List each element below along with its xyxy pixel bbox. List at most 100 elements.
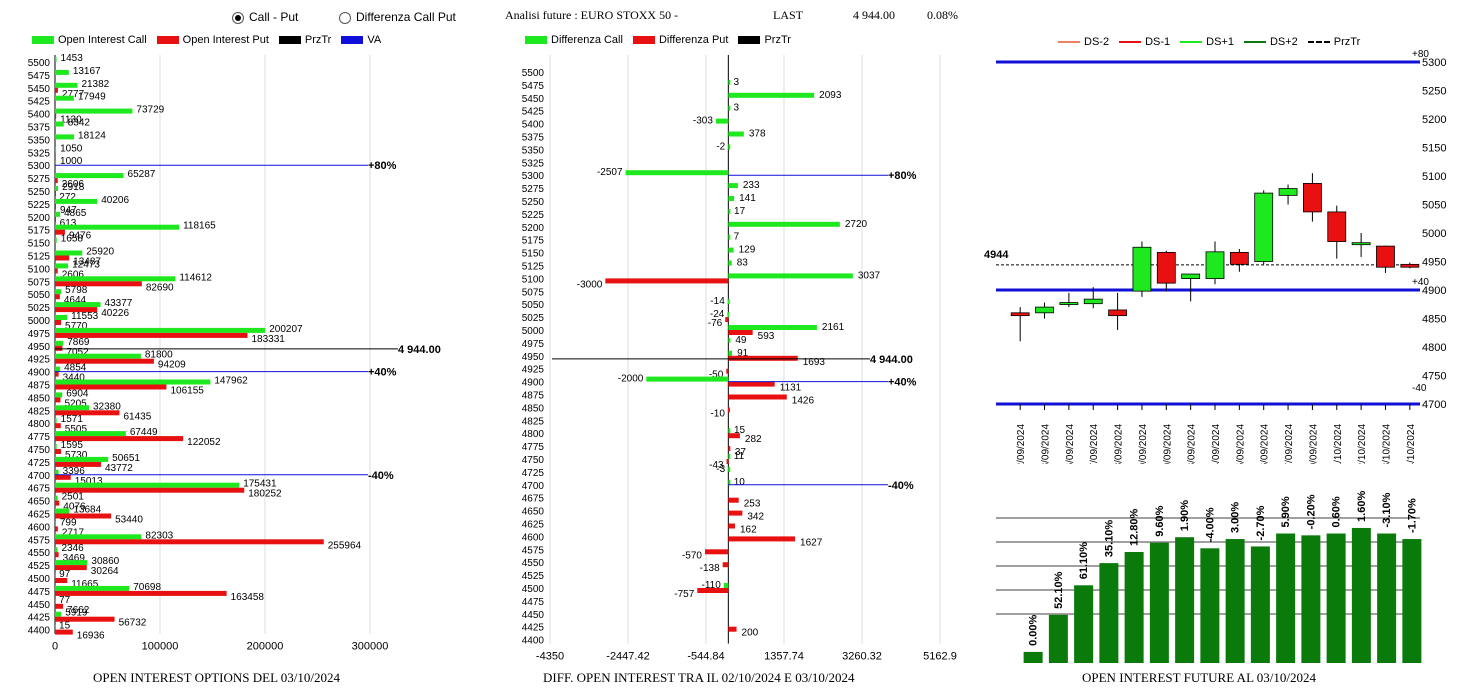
strike-label: 4500	[522, 584, 545, 595]
put-diff-value: -43	[709, 460, 724, 471]
y-tick-label: 5300	[1422, 57, 1446, 69]
call-value: 1658	[61, 234, 84, 245]
call-value: 200207	[269, 324, 303, 335]
candle-body	[1059, 302, 1079, 305]
call-diff-value: -2000	[618, 374, 644, 385]
strike-label: 4700	[28, 471, 51, 482]
y-tick-label: 4900	[1422, 285, 1446, 297]
bar-label: 1.90%	[1179, 500, 1191, 531]
put-value: 2606	[62, 269, 85, 280]
strike-label: 4475	[522, 597, 545, 608]
strike-label: 4775	[28, 432, 51, 443]
strike-label: 4725	[28, 458, 51, 469]
legend-swatch	[1307, 41, 1330, 43]
legend-oi: Open Interest Call Open Interest Put PrzTr…	[32, 34, 391, 47]
radio-call-put-label: Call - Put	[249, 10, 299, 24]
diff-chart: -4350 -2447.42 -544.84 1357.74 3260.32 5162.9…	[522, 55, 957, 660]
call-diff-value: 141	[739, 193, 756, 204]
footer-future: OPEN INTEREST FUTURE AL 03/10/2024	[1082, 670, 1317, 685]
call-value: 3396	[63, 466, 86, 477]
legend-item[interactable]: VA	[341, 34, 381, 46]
call-bar	[55, 237, 57, 243]
legend-swatch	[632, 36, 655, 44]
call-diff-bar	[728, 79, 731, 85]
legend-label: DS-1	[1145, 36, 1171, 48]
legend-swatch	[1243, 41, 1266, 43]
call-value: 799	[60, 517, 77, 528]
strike-label: 5500	[522, 68, 545, 79]
call-value: 67449	[130, 427, 158, 438]
date-label: 26/09/2024	[1260, 424, 1271, 464]
legend-item[interactable]: DS-2	[1058, 36, 1109, 48]
bar-label: -1.70%	[1406, 498, 1418, 533]
legend-swatch	[32, 36, 54, 44]
call-bar	[55, 431, 126, 437]
bar	[1276, 533, 1296, 663]
radio-unselected-icon	[339, 12, 351, 25]
call-value: 82303	[145, 530, 173, 541]
strike-label: 4575	[522, 545, 545, 556]
legend-item[interactable]: Differenza Put	[632, 34, 728, 46]
put-diff-value: 162	[740, 525, 757, 536]
legend-item[interactable]: PrzTr	[278, 34, 332, 46]
prztr-label: 4 944.00	[398, 344, 441, 356]
strike-label: 4850	[28, 393, 51, 404]
put-bar	[55, 371, 59, 377]
legend-item[interactable]: Open Interest Call	[32, 34, 147, 46]
legend-label: PrzTr	[304, 34, 332, 46]
call-value: 1453	[61, 53, 84, 64]
put-value: 255964	[328, 540, 362, 551]
put-value: 183331	[251, 334, 285, 345]
call-diff-value: -24	[710, 309, 725, 320]
strike-label: 4650	[28, 497, 51, 508]
put-bar	[55, 500, 60, 506]
call-bar	[55, 379, 211, 385]
strike-label: 5200	[522, 223, 545, 234]
strike-label: 5375	[522, 133, 545, 144]
legend-item[interactable]: DS-1	[1119, 36, 1170, 48]
strike-label: 4650	[522, 507, 545, 518]
call-diff-bar	[715, 118, 729, 124]
legend-item[interactable]: DS+1	[1180, 36, 1234, 48]
call-diff-bar	[728, 131, 744, 137]
legend-item[interactable]: PrzTr	[1307, 36, 1360, 48]
bar	[1402, 539, 1422, 663]
radio-call-put[interactable]: Call - Put	[232, 10, 299, 25]
bar-label: 9.60%	[1154, 505, 1166, 536]
call-bar	[55, 444, 57, 449]
strike-label: 5050	[28, 290, 51, 301]
future-bar-chart: 0.00% 52.10% 61.10% 35.10% 12.80% 9.60% 1.90% -…	[996, 491, 1422, 663]
put-value: 947	[60, 205, 77, 216]
strike-label: 4825	[522, 416, 545, 427]
call-value: 30860	[91, 556, 119, 567]
put-value: 5770	[65, 321, 88, 332]
legend-item[interactable]: PrzTr	[738, 34, 791, 46]
legend-swatch	[1058, 41, 1080, 43]
call-value: 15	[59, 621, 71, 632]
call-value: 1571	[61, 414, 84, 425]
legend-item[interactable]: DS+2	[1243, 36, 1298, 48]
call-bar	[55, 495, 58, 501]
legend-item[interactable]: Open Interest Put	[156, 34, 269, 46]
put-diff-value: -570	[682, 550, 702, 561]
put-bar	[55, 616, 115, 622]
candle-body	[1327, 211, 1347, 242]
legend-item[interactable]: Differenza Call	[525, 34, 623, 46]
put-diff-bar	[728, 330, 753, 335]
strike-label: 4675	[28, 484, 51, 495]
call-diff-value: -14	[710, 296, 725, 307]
call-bar	[55, 69, 69, 75]
bar-label: 5.90%	[1280, 496, 1292, 527]
put-diff-value: 1131	[780, 383, 802, 394]
bar	[1250, 546, 1270, 663]
put-bar	[55, 487, 245, 493]
put-value: 3440	[63, 373, 86, 384]
put-bar	[55, 384, 167, 390]
date-label: 27/09/2024	[1284, 424, 1295, 464]
x-tick-label: 1357.74	[764, 651, 804, 660]
put-bar	[55, 178, 58, 184]
radio-differenza[interactable]: Differenza Call Put	[339, 10, 456, 25]
put-value: 61435	[124, 411, 152, 422]
strike-label: 5300	[522, 171, 545, 182]
footer-oi: OPEN INTEREST OPTIONS DEL 03/10/2024	[93, 670, 340, 685]
